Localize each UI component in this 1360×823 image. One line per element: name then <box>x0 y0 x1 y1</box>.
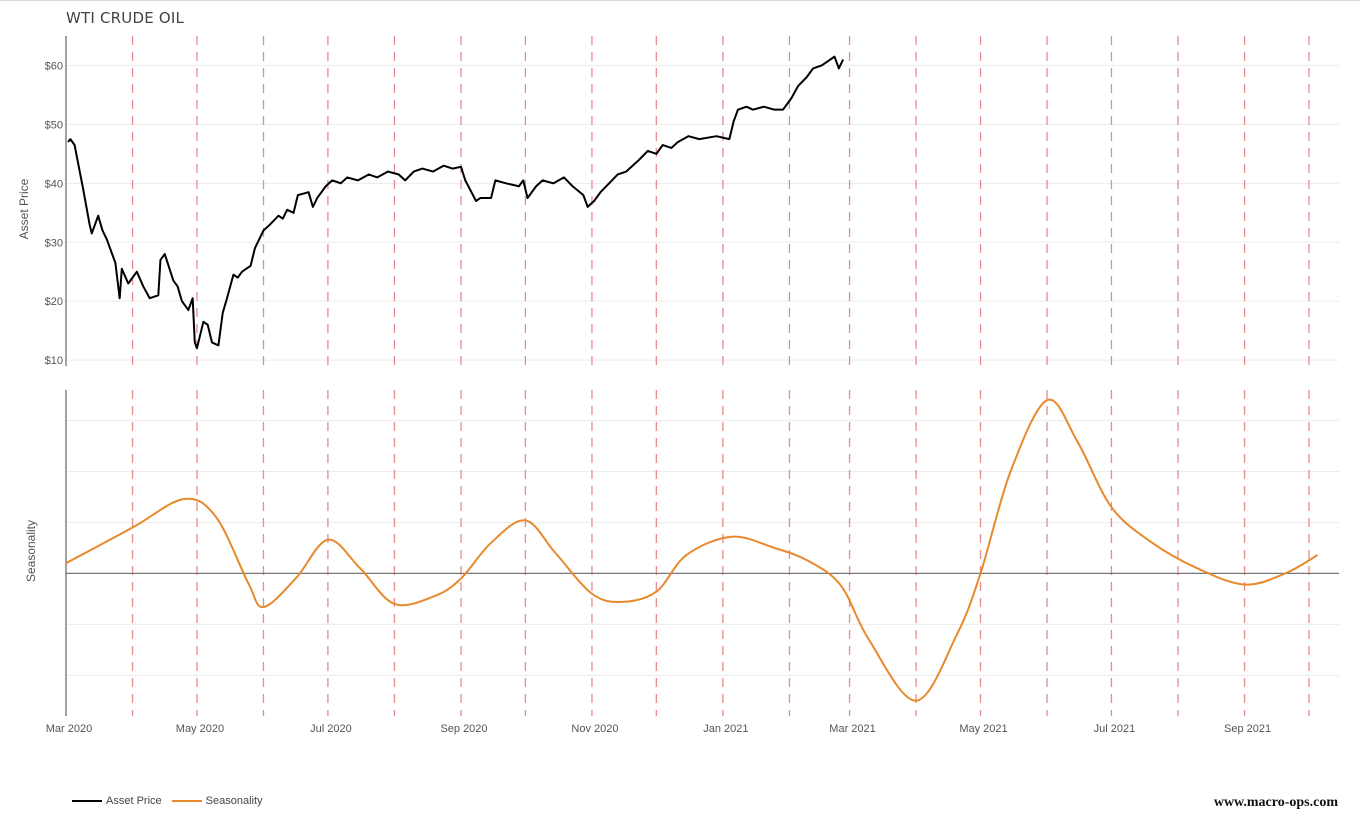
series-line-seasonality <box>65 398 1319 702</box>
y-tick-label: $30 <box>45 237 63 249</box>
x-tick-label: Mar 2021 <box>829 723 875 735</box>
x-tick-label: Sep 2020 <box>440 723 487 735</box>
y-axis-title-asset-price: Asset Price <box>17 178 31 239</box>
x-tick-label: Sep 2021 <box>1224 723 1271 735</box>
y-axis-title-seasonality: Seasonality <box>24 520 38 582</box>
top-divider <box>0 0 1360 1</box>
x-tick-label: May 2020 <box>176 723 224 735</box>
legend-swatch-seasonality <box>171 800 202 802</box>
x-tick-label: Jan 2021 <box>703 723 748 735</box>
legend-label-asset-price: Asset Price <box>106 795 162 807</box>
legend-item-seasonality[interactable]: Seasonality <box>171 795 263 807</box>
y-tick-label: $10 <box>45 355 63 367</box>
x-tick-label: Jul 2020 <box>310 723 352 735</box>
legend-swatch-asset-price <box>72 800 102 802</box>
x-tick-label: Jul 2021 <box>1094 723 1136 735</box>
x-tick-label: Nov 2020 <box>571 723 618 735</box>
series-line-asset-price <box>67 55 845 350</box>
y-tick-label: $20 <box>45 296 63 308</box>
y-tick-label: $60 <box>45 60 63 72</box>
x-tick-label: May 2021 <box>959 723 1007 735</box>
y-tick-label: $50 <box>45 119 63 131</box>
legend: Asset Price Seasonality <box>72 795 273 807</box>
legend-label-seasonality: Seasonality <box>205 795 263 807</box>
x-tick-label: Mar 2020 <box>46 723 92 735</box>
watermark: www.macro-ops.com <box>1213 795 1338 810</box>
legend-item-asset-price[interactable]: Asset Price <box>72 795 162 807</box>
y-tick-label: $40 <box>45 178 63 190</box>
chart-title: WTI CRUDE OIL <box>66 9 185 27</box>
